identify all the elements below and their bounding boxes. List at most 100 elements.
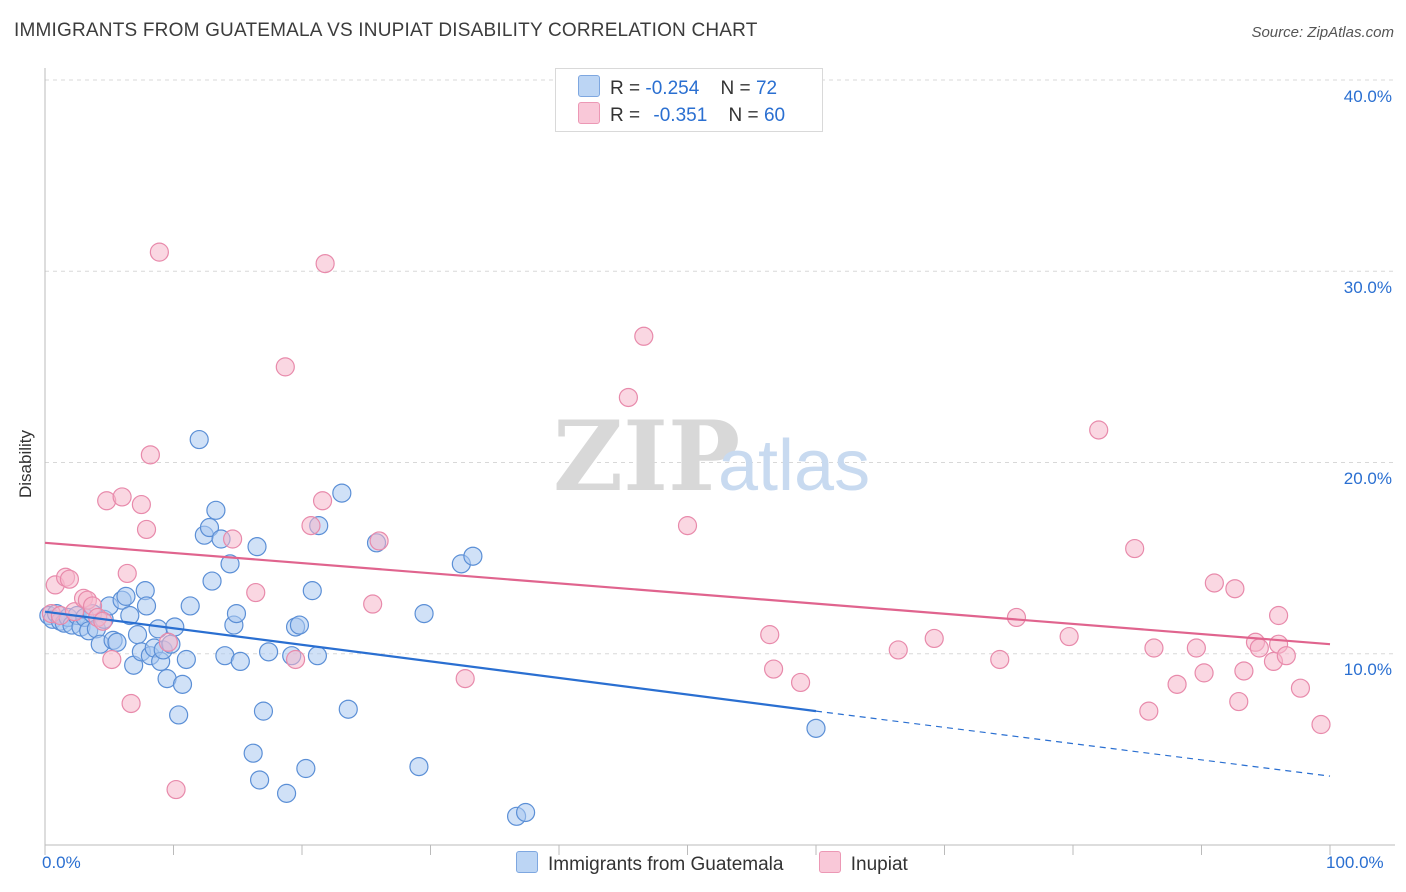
inupiat-point	[158, 632, 178, 652]
grid-lines	[45, 79, 1395, 655]
inupiat-point	[275, 357, 295, 377]
inupiat-point	[455, 669, 475, 689]
inupiat-point	[990, 649, 1010, 670]
guatemala-point	[172, 674, 193, 694]
guatemala-point	[202, 571, 222, 591]
inupiat-point	[1268, 605, 1289, 626]
y-tick-label-40: 40.0%	[1343, 87, 1392, 106]
inupiat-point	[140, 445, 160, 465]
inupiat-point	[1194, 663, 1214, 683]
guatemala-point	[409, 756, 429, 777]
inupiat-point	[1229, 691, 1249, 712]
inupiat-point	[677, 516, 698, 536]
guatemala-point	[243, 743, 263, 763]
chart-title: IMMIGRANTS FROM GUATEMALA VS INUPIAT DIS…	[14, 20, 758, 41]
inupiat-point	[1290, 678, 1311, 698]
legend-r-value-guatemala: -0.254	[645, 78, 700, 99]
watermark: ZIP atlas	[553, 400, 870, 513]
guatemala-point	[220, 554, 240, 574]
trend-line-inupiat	[44, 541, 1331, 646]
inupiat-point	[1059, 626, 1079, 647]
inupiat-point	[1276, 646, 1296, 666]
guatemala-point	[289, 615, 310, 635]
inupiat-point	[112, 487, 132, 507]
x-tick-label-100: 100.0%	[1326, 853, 1384, 872]
guatemala-point	[338, 699, 358, 719]
inupiat-point	[223, 529, 243, 549]
legend-r-label: R =	[610, 78, 641, 99]
inupiat-point	[1225, 579, 1245, 599]
legend-r-value-inupiat: -0.351	[653, 105, 708, 126]
inupiat-point	[1144, 638, 1164, 658]
guatemala-point	[276, 783, 297, 803]
inupiat-point	[166, 779, 186, 800]
guatemala-point	[307, 646, 328, 666]
guatemala-point	[249, 770, 270, 790]
inupiat-point	[1186, 638, 1206, 658]
legend-label-inupiat: Inupiat	[850, 854, 908, 875]
guatemala-point	[302, 581, 322, 601]
legend-swatch-inupiat	[578, 102, 600, 124]
legend-row-guatemala: R = -0.254 N = 72	[578, 75, 777, 101]
inupiat-point	[1167, 674, 1187, 694]
legend-n-value-guatemala: 72	[755, 78, 778, 99]
inupiat-point	[246, 582, 266, 603]
axes	[44, 68, 1395, 855]
guatemala-point	[253, 701, 274, 721]
guatemala-point	[247, 537, 267, 557]
inupiat-point	[1089, 420, 1109, 440]
legend-n-label: N =	[728, 105, 759, 126]
inupiat-point	[763, 659, 784, 679]
inupiat-point	[634, 326, 654, 346]
guatemala-point	[414, 603, 434, 624]
legend-item-guatemala: Immigrants from Guatemala	[516, 851, 783, 876]
inupiat-point	[102, 649, 122, 670]
legend-n-label: N =	[720, 78, 751, 99]
legend-row-inupiat: R = -0.351 N = 60	[578, 102, 785, 128]
source-label: Source: ZipAtlas.com	[1251, 24, 1394, 41]
inupiat-point	[59, 569, 80, 589]
guatemala-point	[189, 429, 209, 450]
inupiat-point	[315, 254, 335, 274]
watermark-atlas: atlas	[718, 426, 870, 506]
x-tick-label-0: 0.0%	[42, 853, 81, 872]
guatemala-point	[515, 802, 536, 823]
series-legend: Immigrants from Guatemala Inupiat	[516, 851, 938, 876]
guatemala-point	[258, 642, 279, 662]
inupiat-point	[121, 693, 141, 714]
inupiat-point	[117, 563, 137, 584]
watermark-zip: ZIP	[553, 400, 740, 513]
inupiat-point	[924, 628, 944, 649]
inupiat-point	[1139, 701, 1159, 721]
guatemala-point	[120, 605, 140, 626]
inupiat-point	[1204, 573, 1224, 593]
y-tick-label-30: 30.0%	[1343, 278, 1392, 297]
inupiat-point	[285, 649, 306, 670]
inupiat-point	[136, 519, 157, 540]
trend-line-guatemala	[44, 610, 817, 713]
trend-line-guatemala-extrapolated	[815, 710, 1331, 777]
legend-item-inupiat: Inupiat	[818, 851, 908, 876]
inupiat-point	[93, 611, 113, 631]
inupiat-point	[760, 625, 780, 645]
guatemala-point	[136, 596, 157, 616]
guatemala-point	[116, 586, 136, 606]
inupiat-point	[1249, 638, 1269, 658]
inupiat-point	[149, 242, 169, 262]
inupiat-point	[369, 531, 389, 551]
guatemala-point	[226, 603, 247, 624]
legend-n-value-inupiat: 60	[763, 105, 786, 126]
inupiat-point	[618, 387, 638, 408]
trend-lines	[44, 541, 1331, 777]
inupiat-point	[363, 594, 383, 614]
legend-label-guatemala: Immigrants from Guatemala	[548, 854, 784, 875]
guatemala-point	[107, 632, 127, 652]
guatemala-point	[127, 625, 148, 645]
inupiat-point	[301, 516, 321, 536]
inupiat-point	[888, 640, 908, 660]
guatemala-point	[206, 500, 226, 520]
guatemala-point	[176, 649, 196, 670]
series-inupiat-points	[41, 242, 1331, 800]
guatemala-point	[463, 546, 483, 566]
